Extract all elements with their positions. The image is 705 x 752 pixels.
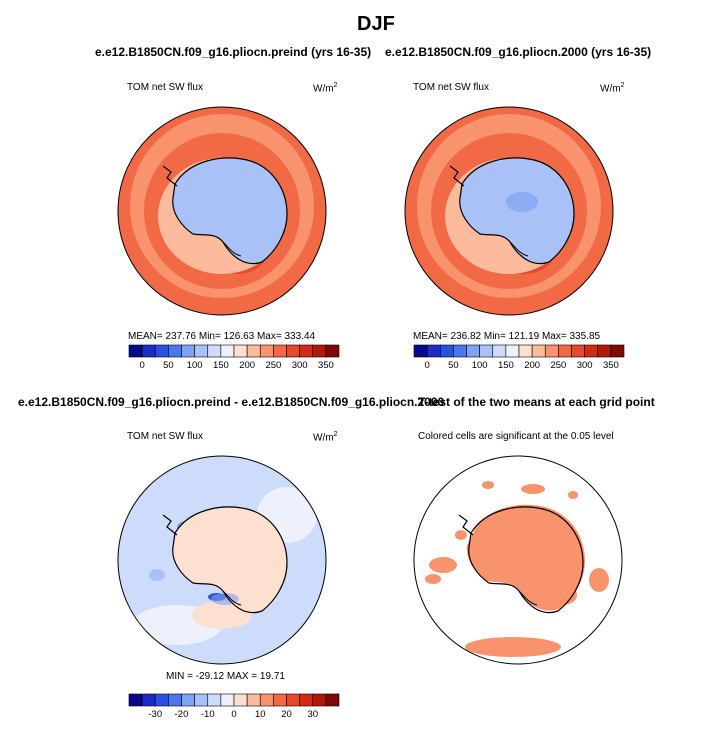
preind-colorbar-cell [154,344,169,358]
preind-colorbar-cell [181,344,195,358]
pd2000-colorbar-tick-label: 200 [524,360,541,371]
pd2000-variable-label: TOM net SW flux [413,82,489,93]
preind-colorbar [128,344,340,358]
preind-stats: MEAN= 237.76 Min= 126.63 Max= 333.44 [128,331,316,342]
diff-colorbar-cell [325,693,340,707]
diff-units-label: W/m2 [313,431,338,444]
diff-colorbar-cell [246,693,261,707]
pd2000-units-label: W/m2 [600,82,625,95]
preind-colorbar-cell [325,344,340,358]
pd2000-colorbar-tick-label: 50 [448,360,459,371]
diff-colorbar-cell [273,693,287,707]
preind-colorbar-tick-label: 300 [291,360,308,371]
preind-colorbar-cell [286,344,300,358]
diff-colorbar-tick-label: 0 [231,709,237,720]
preind-colorbar-ticks: 0 50 100 150 200 250 300 350 [129,360,339,374]
figure-title: DJF [357,13,395,35]
diff-colorbar-cell [194,693,209,707]
pd2000-stats: MEAN= 236.82 Min= 121.19 Max= 335.85 [413,331,601,342]
diff-colorbar-tick-label: 10 [254,709,266,720]
preind-colorbar-tick-label: 250 [265,360,282,371]
preind-colorbar-tick-label: 150 [212,360,229,371]
diff-colorbar-ticks: -30 -20 -10 0 10 20 30 [129,709,339,723]
preind-colorbar-tick-label: 350 [317,360,334,371]
diff-colorbar-cell [168,693,182,707]
diff-colorbar-cell [181,693,195,707]
diff-colorbar-cell [286,693,300,707]
preind-units-label: W/m2 [313,82,338,95]
preind-colorbar-cell [207,344,222,358]
pd2000-colorbar-cell [505,344,520,358]
preind-variable-label: TOM net SW flux [127,82,203,93]
preind-colorbar-cell [168,344,182,358]
diff-colorbar-cell [154,693,169,707]
diff-colorbar-cell [233,693,248,707]
pd2000-colorbar-cells [413,344,625,358]
pd2000-colorbar-tick-label: 300 [576,360,593,371]
ttest-map [413,455,623,665]
preind-colorbar-cell [273,344,287,358]
pd2000-colorbar-cell [439,344,454,358]
pd2000-colorbar-tick-label: 150 [497,360,514,371]
ttest-note: Colored cells are significant at the 0.0… [418,431,614,442]
preind-colorbar-cell [128,344,143,358]
ttest-title: T-test of the two means at each grid poi… [418,395,655,409]
pd2000-colorbar [413,344,625,358]
pd2000-colorbar-cell [584,344,599,358]
pd2000-colorbar-cell [544,344,559,358]
diff-colorbar-tick-label: -30 [148,709,163,720]
diff-colorbar-cell [141,693,156,707]
diff-variable-label: TOM net SW flux [127,431,203,442]
pd2000-colorbar-cell [492,344,507,358]
pd2000-colorbar-cell [479,344,494,358]
diff-stats: MIN = -29.12 MAX = 19.71 [166,671,285,682]
preind-colorbar-cell [299,344,314,358]
left-run-title: e.e12.B1850CN.f09_g16.pliocn.preind (yrs… [95,45,372,59]
pd2000-colorbar-tick-label: 350 [602,360,619,371]
diff-colorbar-cell [312,693,327,707]
diff-colorbar-cell [259,693,274,707]
diff-colorbar [128,693,340,707]
preind-colorbar-cells [128,344,340,358]
pd2000-colorbar-cell [531,344,546,358]
preind-colorbar-cell [220,344,235,358]
preind-colorbar-cell [246,344,261,358]
pd2000-colorbar-cell [558,344,572,358]
pd2000-colorbar-cell [518,344,533,358]
pd2000-colorbar-tick-label: 100 [471,360,488,371]
preind-colorbar-cell [233,344,248,358]
preind-colorbar-cell [312,344,327,358]
preind-colorbar-tick-label: 200 [239,360,256,371]
diff-colorbar-cell [299,693,314,707]
preind-map [117,106,327,316]
pd2000-colorbar-tick-label: 250 [550,360,567,371]
preind-colorbar-tick-label: 100 [186,360,203,371]
pd2000-colorbar-cell [466,344,480,358]
pd2000-colorbar-cell [610,344,625,358]
diff-colorbar-tick-label: -10 [200,709,215,720]
preind-colorbar-cell [194,344,209,358]
diff-colorbar-cell [220,693,235,707]
pd2000-colorbar-tick-label: 0 [424,360,430,371]
pd2000-map [404,106,614,316]
pd2000-colorbar-cell [571,344,585,358]
pd2000-colorbar-cell [453,344,467,358]
pd2000-colorbar-cell [413,344,428,358]
preind-colorbar-tick-label: 0 [139,360,145,371]
diff-map [117,455,327,665]
preind-colorbar-cell [259,344,274,358]
pd2000-colorbar-ticks: 0 50 100 150 200 250 300 350 [414,360,624,374]
diff-colorbar-tick-label: -20 [174,709,189,720]
diff-colorbar-cells [128,693,340,707]
preind-colorbar-tick-label: 50 [163,360,174,371]
diff-colorbar-cell [207,693,222,707]
diff-title: e.e12.B1850CN.f09_g16.pliocn.preind - e.… [18,395,445,409]
right-run-title: e.e12.B1850CN.f09_g16.pliocn.2000 (yrs 1… [385,45,652,59]
pd2000-colorbar-cell [597,344,612,358]
pd2000-colorbar-cell [426,344,441,358]
diff-colorbar-tick-label: 20 [281,709,292,720]
diff-colorbar-cell [128,693,143,707]
diff-colorbar-tick-label: 30 [307,709,319,720]
preind-colorbar-cell [141,344,156,358]
